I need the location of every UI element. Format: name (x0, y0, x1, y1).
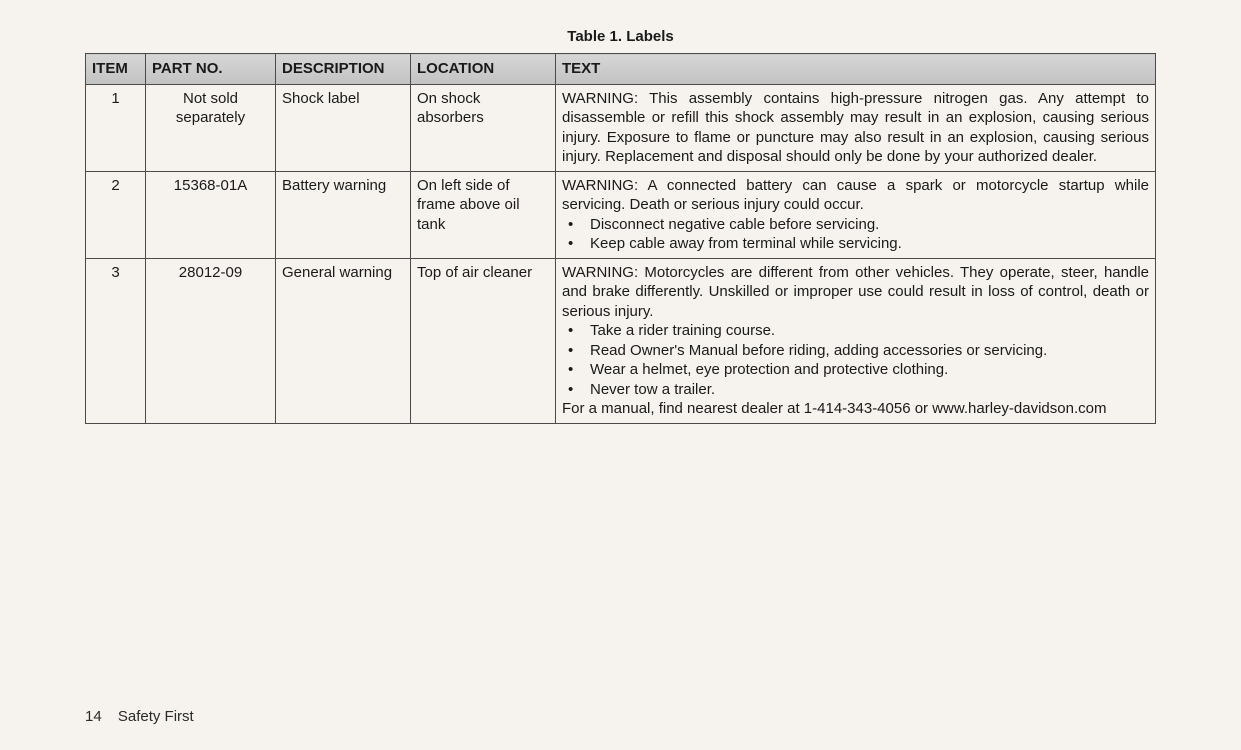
warning-bullet-item: Never tow a trailer. (562, 380, 1149, 400)
warning-intro: WARNING: This assembly contains high-pre… (562, 89, 1149, 167)
cell-description: Shock label (276, 84, 411, 171)
section-title: Safety First (118, 708, 194, 725)
warning-bullet-item: Disconnect negative cable before servici… (562, 215, 1149, 235)
warning-bullets: Take a rider training course.Read Owner'… (562, 321, 1149, 399)
col-header-part: PART NO. (146, 54, 276, 85)
warning-bullet-item: Wear a helmet, eye protection and protec… (562, 360, 1149, 380)
page-footer: 14 Safety First (85, 708, 194, 725)
cell-text: WARNING: Motorcycles are different from … (556, 258, 1156, 423)
col-header-item: ITEM (86, 54, 146, 85)
table-caption: Table 1. Labels (85, 28, 1156, 45)
table-row: 1Not sold separatelyShock labelOn shock … (86, 84, 1156, 171)
col-header-text: TEXT (556, 54, 1156, 85)
col-header-location: LOCATION (411, 54, 556, 85)
cell-description: General warning (276, 258, 411, 423)
cell-location: Top of air cleaner (411, 258, 556, 423)
warning-intro: WARNING: Motorcycles are different from … (562, 263, 1149, 322)
cell-location: On shock absorbers (411, 84, 556, 171)
cell-location: On left side of frame above oil tank (411, 171, 556, 258)
document-page: Table 1. Labels ITEM PART NO. DESCRIPTIO… (0, 0, 1241, 444)
table-header-row: ITEM PART NO. DESCRIPTION LOCATION TEXT (86, 54, 1156, 85)
cell-item: 1 (86, 84, 146, 171)
warning-outro: For a manual, find nearest dealer at 1-4… (562, 399, 1149, 419)
cell-part-no: 15368-01A (146, 171, 276, 258)
cell-description: Battery warning (276, 171, 411, 258)
warning-bullet-item: Take a rider training course. (562, 321, 1149, 341)
col-header-description: DESCRIPTION (276, 54, 411, 85)
cell-part-no: 28012-09 (146, 258, 276, 423)
warning-intro: WARNING: A connected battery can cause a… (562, 176, 1149, 215)
cell-text: WARNING: A connected battery can cause a… (556, 171, 1156, 258)
cell-text: WARNING: This assembly contains high-pre… (556, 84, 1156, 171)
cell-part-no: Not sold separately (146, 84, 276, 171)
table-body: 1Not sold separatelyShock labelOn shock … (86, 84, 1156, 423)
table-row: 328012-09General warningTop of air clean… (86, 258, 1156, 423)
cell-item: 3 (86, 258, 146, 423)
page-number: 14 (85, 708, 102, 725)
warning-bullet-item: Read Owner's Manual before riding, addin… (562, 341, 1149, 361)
table-row: 215368-01ABattery warningOn left side of… (86, 171, 1156, 258)
cell-item: 2 (86, 171, 146, 258)
labels-table: ITEM PART NO. DESCRIPTION LOCATION TEXT … (85, 53, 1156, 424)
warning-bullets: Disconnect negative cable before servici… (562, 215, 1149, 254)
warning-bullet-item: Keep cable away from terminal while serv… (562, 234, 1149, 254)
